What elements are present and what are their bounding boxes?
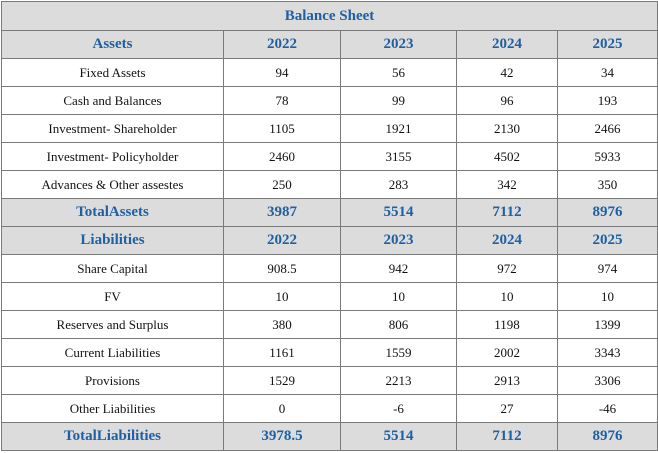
- cell-value: 10: [456, 282, 558, 311]
- year-column-header: 2022: [223, 226, 341, 255]
- cell-value: 27: [456, 394, 558, 423]
- row-label: Cash and Balances: [1, 86, 224, 115]
- cell-value: 2913: [456, 366, 558, 395]
- cell-value: 42: [456, 58, 558, 87]
- liabilities-section-heading: Liabilities: [1, 226, 224, 255]
- row-label: FV: [1, 282, 224, 311]
- assets-row: Advances & Other assestes 250 283 342 350: [1, 170, 658, 199]
- assets-row: Investment- Shareholder 1105 1921 2130 2466: [1, 114, 658, 143]
- cell-value: 250: [223, 170, 341, 199]
- cell-value: 1161: [223, 338, 341, 367]
- cell-value: 34: [556, 58, 658, 87]
- cell-value: 99: [340, 86, 457, 115]
- cell-value: 350: [556, 170, 658, 199]
- row-label: Provisions: [1, 366, 224, 395]
- liabilities-total-value: 5514: [340, 422, 457, 451]
- cell-value: 3343: [556, 338, 658, 367]
- cell-value: 78: [223, 86, 341, 115]
- liabilities-total-label: TotalLiabilities: [1, 422, 224, 451]
- row-label: Share Capital: [1, 254, 224, 283]
- year-column-header: 2025: [556, 226, 658, 255]
- year-column-header: 2024: [456, 226, 558, 255]
- cell-value: 1921: [340, 114, 457, 143]
- cell-value: 10: [223, 282, 341, 311]
- cell-value: -6: [340, 394, 457, 423]
- liabilities-header-row: Liabilities 2022 2023 2024 2025: [1, 226, 658, 255]
- assets-total-value: 8976: [556, 198, 658, 227]
- cell-value: 0: [223, 394, 341, 423]
- cell-value: 94: [223, 58, 341, 87]
- liabilities-row: Share Capital 908.5 942 972 974: [1, 254, 658, 283]
- year-column-header: 2025: [556, 30, 658, 59]
- cell-value: 56: [340, 58, 457, 87]
- table-title: Balance Sheet: [0, 1, 658, 31]
- assets-total-row: TotalAssets 3987 5514 7112 8976: [1, 198, 658, 227]
- row-label: Advances & Other assestes: [1, 170, 224, 199]
- cell-value: 972: [456, 254, 558, 283]
- liabilities-total-value: 8976: [556, 422, 658, 451]
- table-body: Assets 2022 2023 2024 2025 Fixed Assets 94 56 42…: [1, 30, 658, 451]
- liabilities-row: Current Liabilities 1161 1559 2002 3343: [1, 338, 658, 367]
- cell-value: 2213: [340, 366, 457, 395]
- cell-value: 5933: [556, 142, 658, 171]
- cell-value: 3155: [340, 142, 457, 171]
- row-label: Reserves and Surplus: [1, 310, 224, 339]
- cell-value: 10: [556, 282, 658, 311]
- assets-row: Fixed Assets 94 56 42 34: [1, 58, 658, 87]
- cell-value: 193: [556, 86, 658, 115]
- cell-value: 1529: [223, 366, 341, 395]
- assets-section-heading: Assets: [1, 30, 224, 59]
- cell-value: 1198: [456, 310, 558, 339]
- cell-value: 2460: [223, 142, 341, 171]
- cell-value: 2002: [456, 338, 558, 367]
- title-row: Balance Sheet: [0, 1, 658, 31]
- cell-value: 1399: [556, 310, 658, 339]
- row-label: Investment- Policyholder: [1, 142, 224, 171]
- liabilities-row: Reserves and Surplus 380 806 1198 1399: [1, 310, 658, 339]
- year-column-header: 2022: [223, 30, 341, 59]
- cell-value: 974: [556, 254, 658, 283]
- assets-row: Investment- Policyholder 2460 3155 4502 5933: [1, 142, 658, 171]
- cell-value: 3306: [556, 366, 658, 395]
- liabilities-total-row: TotalLiabilities 3978.5 5514 7112 8976: [1, 422, 658, 451]
- liabilities-row: Other Liabilities 0 -6 27 -46: [1, 394, 658, 423]
- cell-value: 96: [456, 86, 558, 115]
- cell-value: 1559: [340, 338, 457, 367]
- cell-value: 1105: [223, 114, 341, 143]
- cell-value: 10: [340, 282, 457, 311]
- assets-row: Cash and Balances 78 99 96 193: [1, 86, 658, 115]
- cell-value: -46: [556, 394, 658, 423]
- year-column-header: 2023: [340, 226, 457, 255]
- cell-value: 2466: [556, 114, 658, 143]
- cell-value: 806: [340, 310, 457, 339]
- cell-value: 2130: [456, 114, 558, 143]
- year-column-header: 2024: [456, 30, 558, 59]
- cell-value: 283: [340, 170, 457, 199]
- assets-header-row: Assets 2022 2023 2024 2025: [1, 30, 658, 59]
- cell-value: 4502: [456, 142, 558, 171]
- row-label: Investment- Shareholder: [1, 114, 224, 143]
- row-label: Current Liabilities: [1, 338, 224, 367]
- assets-total-value: 7112: [456, 198, 558, 227]
- cell-value: 342: [456, 170, 558, 199]
- liabilities-row: Provisions 1529 2213 2913 3306: [1, 366, 658, 395]
- cell-value: 908.5: [223, 254, 341, 283]
- liabilities-row: FV 10 10 10 10: [1, 282, 658, 311]
- cell-value: 380: [223, 310, 341, 339]
- assets-total-value: 3987: [223, 198, 341, 227]
- liabilities-total-value: 3978.5: [223, 422, 341, 451]
- row-label: Other Liabilities: [1, 394, 224, 423]
- year-column-header: 2023: [340, 30, 457, 59]
- cell-value: 942: [340, 254, 457, 283]
- assets-total-value: 5514: [340, 198, 457, 227]
- liabilities-total-value: 7112: [456, 422, 558, 451]
- assets-total-label: TotalAssets: [1, 198, 224, 227]
- row-label: Fixed Assets: [1, 58, 224, 87]
